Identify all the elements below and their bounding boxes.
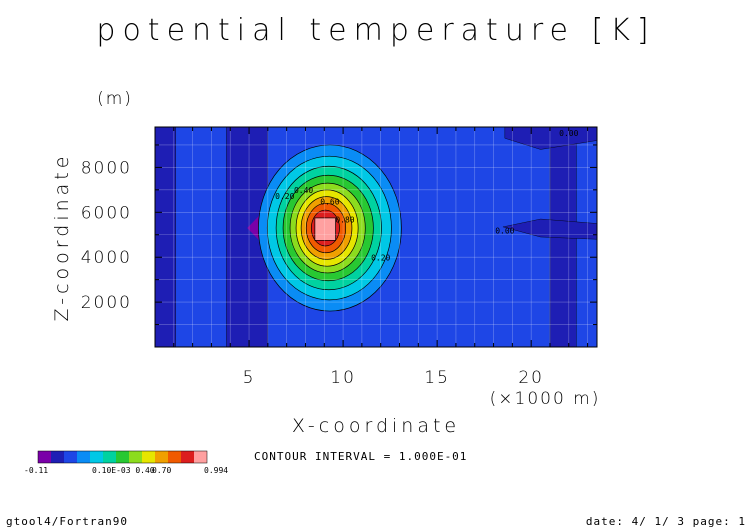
colorbar-frame (37, 450, 208, 464)
colorbar-swatch (181, 451, 194, 463)
colorbar-swatch (168, 451, 181, 463)
anomaly-contours (258, 144, 402, 312)
y-tick-label: 6000 (81, 203, 132, 223)
x-axis-ticks: 5 10 15 20 (173, 127, 589, 388)
contour-labels: 0.200.400.600.800.200.000.00 (275, 129, 578, 263)
colorbar: -0.11 0.10E-03 0.400.70 0.994 (24, 450, 228, 475)
grid (155, 127, 597, 347)
plot-frame (154, 126, 598, 348)
colorbar-swatch (155, 451, 168, 463)
contour-label: 0.60 (320, 197, 339, 206)
contour-label: 0.20 (275, 192, 294, 201)
chart-title: potential temperature [K] (96, 13, 655, 48)
colorbar-swatch (90, 451, 103, 463)
colorbar-label: 0.994 (204, 466, 228, 475)
colorbar-swatch (64, 451, 77, 463)
colorbar-swatch (142, 451, 155, 463)
x-tick-label: 10 (330, 368, 356, 388)
x-axis-unit: (×1000 m) (490, 389, 601, 409)
y-tick-label: 8000 (81, 158, 132, 178)
colorbar-swatch (51, 451, 64, 463)
colorbar-swatch (116, 451, 129, 463)
x-tick-label: 20 (518, 368, 544, 388)
colorbar-swatch (77, 451, 90, 463)
y-tick-label: 2000 (81, 293, 132, 313)
plot-area: 0.200.400.600.800.200.000.00 (154, 126, 598, 348)
y-axis-ticks: 2000 4000 6000 8000 (81, 144, 597, 326)
y-tick-label: 4000 (81, 248, 132, 268)
colorbar-swatch (38, 451, 51, 463)
x-axis-label: X-coordinate (292, 415, 460, 437)
contour-label: 0.80 (335, 215, 354, 224)
contour-interval-text: CONTOUR INTERVAL = 1.000E-01 (254, 450, 467, 463)
contour-label: 0.40 (294, 186, 313, 195)
colorbar-swatch (194, 451, 207, 463)
x-tick-label: 15 (424, 368, 450, 388)
peak-region (314, 217, 336, 241)
colorbar-swatch (129, 451, 142, 463)
colorbar-label: 0.70 (152, 466, 171, 475)
negative-column-0 (154, 126, 176, 348)
colorbar-label: -0.11 (24, 466, 48, 475)
footer-left: gtool4/Fortran90 (6, 515, 128, 528)
footer-right: date: 4/ 1/ 3 page: 1 (586, 515, 746, 528)
colorbar-label: 0.10E-03 0.40 (92, 466, 155, 475)
y-axis-unit: (m) (97, 89, 133, 109)
contour-label: 0.00 (495, 227, 514, 236)
min-wedge (247, 214, 261, 242)
colorbar-swatch (103, 451, 116, 463)
contour-label: 0.00 (559, 129, 578, 138)
y-axis-label: Z-coordinate (51, 153, 73, 322)
x-tick-label: 5 (243, 368, 256, 388)
contour-label: 0.20 (371, 254, 390, 263)
